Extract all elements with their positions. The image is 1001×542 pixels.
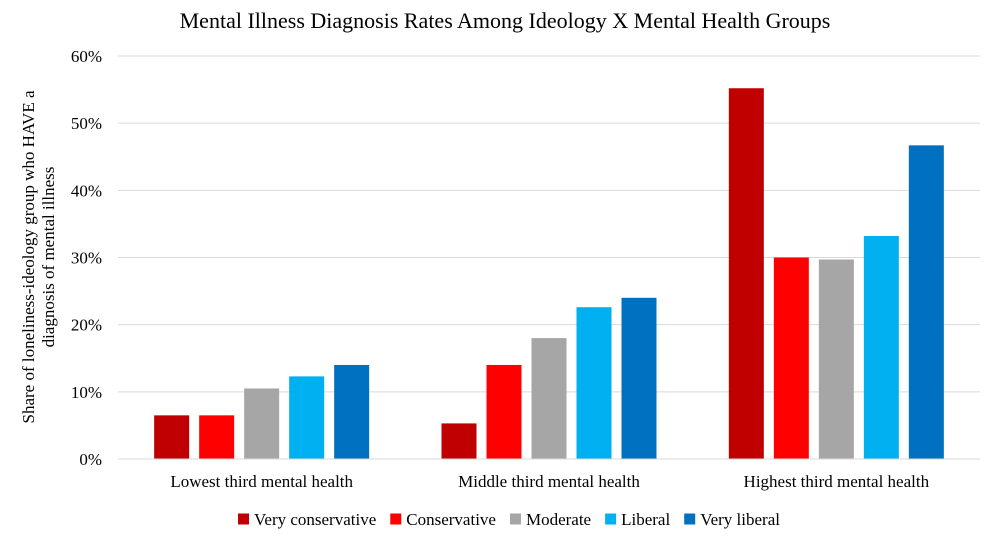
legend-label: Conservative [406,510,496,529]
bar [576,307,612,459]
legend-label: Very conservative [254,510,376,529]
bar [244,388,280,459]
bar [728,88,764,460]
x-category-label: Lowest third mental health [170,472,353,491]
legend-label: Liberal [621,510,670,529]
bar [199,415,235,459]
bar [773,257,809,459]
bars [154,88,944,460]
y-tick-label: 30% [71,249,102,268]
y-axis-label: Share of loneliness-ideology group who H… [19,90,58,423]
y-axis-label-line-2: diagnosis of mental illness [39,167,58,348]
bar [908,145,944,459]
y-axis-ticks: 0% 10% 20% 30% 40% 50% 60% [71,47,102,469]
legend-swatch [684,513,696,525]
y-tick-label: 0% [79,450,102,469]
legend-swatch [509,513,521,525]
chart-title: Mental Illness Diagnosis Rates Among Ide… [180,8,831,33]
y-tick-label: 20% [71,316,102,335]
legend-swatch [605,513,617,525]
bar [441,423,477,459]
bar [154,415,190,459]
y-tick-label: 40% [71,181,102,200]
legend-swatch [390,513,402,525]
y-axis-label-line-1: Share of loneliness-ideology group who H… [19,90,38,423]
legend-label: Very liberal [700,510,780,529]
bar [334,364,370,459]
bar [863,236,899,459]
bar [531,338,567,459]
bar [818,259,854,459]
legend: Very conservative Conservative Moderate Lib… [238,510,780,529]
x-category-label: Highest third mental health [744,472,930,491]
bar [289,376,325,459]
legend-swatch [238,513,250,525]
legend-label: Moderate [526,510,591,529]
y-tick-label: 10% [71,383,102,402]
x-category-label: Middle third mental health [458,472,640,491]
bar [486,364,522,459]
x-axis-categories: Lowest third mental health Middle third m… [170,472,929,491]
y-tick-label: 50% [71,114,102,133]
y-tick-label: 60% [71,47,102,66]
bar [621,297,657,459]
